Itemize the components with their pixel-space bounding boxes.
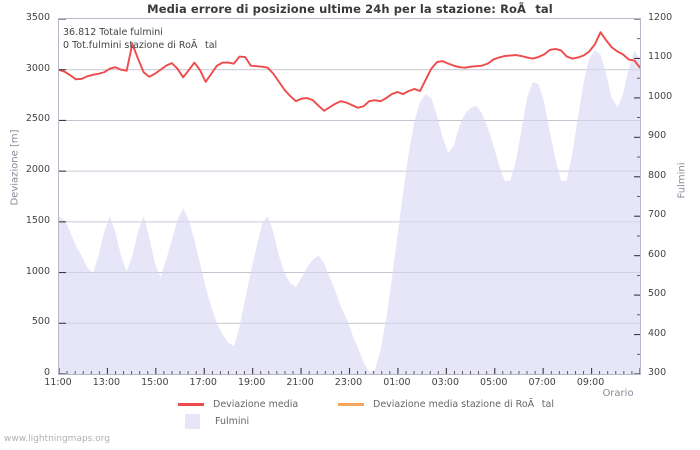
y-axis-left-tick-label: 500 bbox=[31, 316, 50, 328]
x-axis-title: Orario bbox=[602, 388, 634, 399]
y-axis-right-tick-label: 400 bbox=[648, 327, 667, 339]
y-axis-right-tick-label: 600 bbox=[648, 248, 667, 260]
x-axis-tick-label: 09:00 bbox=[576, 377, 605, 388]
x-axis-tick-label: 07:00 bbox=[528, 377, 556, 388]
x-axis-tick-label: 13:00 bbox=[92, 377, 121, 388]
annotation-station-lightning: 0 Tot.fulmini stazione di RoÃtal bbox=[63, 39, 218, 51]
y-axis-right-tick-label: 800 bbox=[648, 169, 667, 181]
y-axis-left-tick-label: 3000 bbox=[25, 62, 50, 74]
x-axis-tick-label: 21:00 bbox=[286, 377, 314, 388]
y-axis-right-tick-label: 1100 bbox=[648, 51, 673, 63]
y-axis-right-tick-label: 700 bbox=[648, 209, 667, 221]
x-axis-tick-label: 03:00 bbox=[431, 377, 460, 388]
y-axis-right-tick-label: 1200 bbox=[648, 12, 673, 23]
x-axis-tick-label: 01:00 bbox=[383, 377, 411, 388]
legend-row-1: Deviazione media Deviazione media stazio… bbox=[178, 396, 578, 413]
y-axis-left-tick-label: 2500 bbox=[25, 113, 50, 125]
legend-item-deviazione-media-stazione[interactable]: Deviazione media stazione di RoÃtal bbox=[338, 399, 578, 411]
legend-line-swatch-icon bbox=[338, 403, 364, 406]
x-axis-tick-label: 23:00 bbox=[334, 377, 363, 388]
legend-item-fulmini[interactable]: Fulmini bbox=[178, 414, 338, 429]
site-footer: www.lightningmaps.org bbox=[4, 434, 110, 444]
x-axis-tick-label: 17:00 bbox=[189, 377, 217, 388]
legend-row-2: Fulmini bbox=[178, 413, 578, 430]
chart-legend: Deviazione media Deviazione media stazio… bbox=[178, 396, 578, 430]
legend-area-swatch-icon bbox=[185, 414, 200, 429]
y-axis-right-tick-label: 500 bbox=[648, 288, 667, 300]
x-axis-tick-label: 05:00 bbox=[480, 377, 508, 388]
plot-area bbox=[58, 18, 641, 375]
y-axis-right-tick-label: 1000 bbox=[648, 90, 673, 102]
y-axis-left-tick-label: 3500 bbox=[25, 12, 50, 23]
legend-item-deviazione-media[interactable]: Deviazione media bbox=[178, 399, 338, 410]
y-axis-left-tick-label: 0 bbox=[43, 367, 50, 378]
x-axis-tick-label: 11:00 bbox=[44, 377, 72, 388]
x-axis-tick-label: 15:00 bbox=[141, 377, 169, 388]
chart-title: Media errore di posizione ultime 24h per… bbox=[147, 2, 553, 16]
y-axis-right-tick-label: 900 bbox=[648, 130, 667, 142]
y-axis-left-tick-label: 1500 bbox=[25, 214, 50, 226]
annotation-block: 36.812 Totale fulmini 0 Tot.fulmini staz… bbox=[63, 27, 217, 52]
x-axis-tick-label: 19:00 bbox=[237, 377, 266, 388]
annotation-total-lightning: 36.812 Totale fulmini bbox=[63, 27, 163, 38]
legend-label: Deviazione media bbox=[213, 399, 299, 410]
y-axis-right-tick-label: 300 bbox=[648, 367, 667, 378]
legend-line-swatch-icon bbox=[178, 403, 204, 406]
y-axis-left-tick-label: 1000 bbox=[25, 265, 50, 277]
legend-label: Fulmini bbox=[215, 416, 250, 427]
chart-plot-svg bbox=[59, 19, 640, 374]
y-axis-left-tick-label: 2000 bbox=[25, 164, 50, 176]
legend-label: Deviazione media stazione di RoÃtal bbox=[373, 398, 554, 410]
